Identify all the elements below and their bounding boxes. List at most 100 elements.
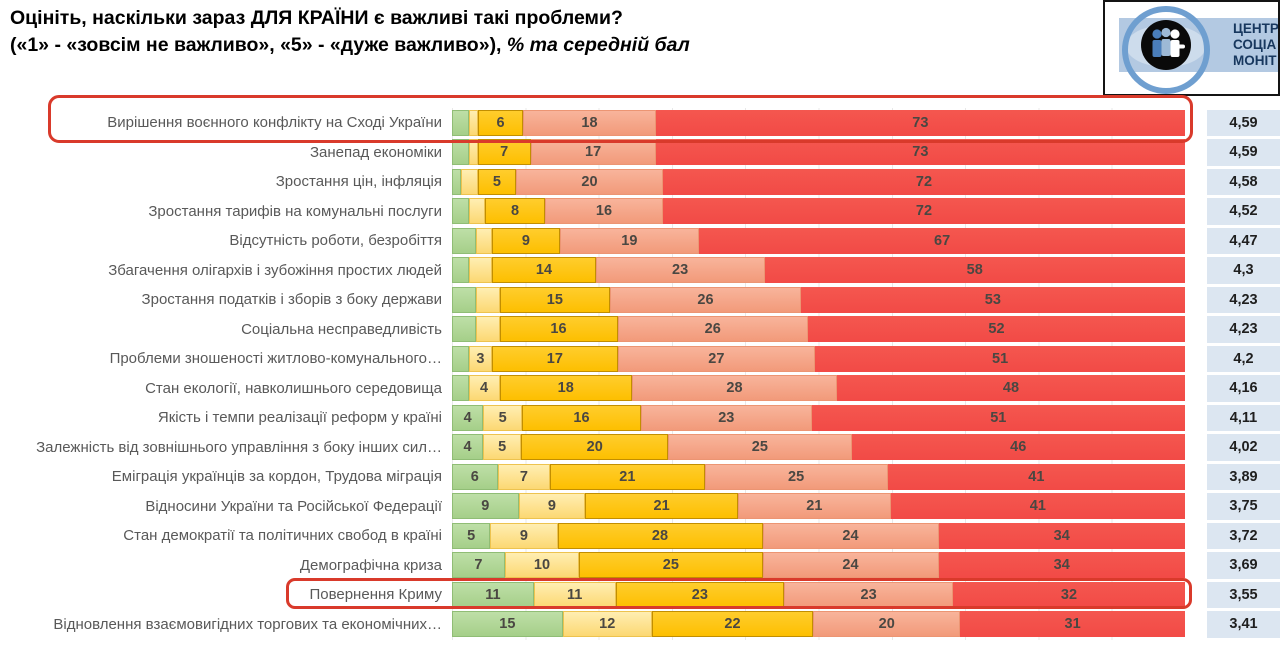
category-label: Вирішення воєнного конфлікту на Сході Ук… [107,114,442,132]
segment-rating-3: 21 [550,463,705,490]
segment-value: 4 [463,409,472,426]
segment-value: 25 [788,468,805,485]
average-score: 4,23 [1207,316,1280,343]
average-score: 4,58 [1207,168,1280,195]
segment-rating-5: 72 [663,168,1185,195]
segment-rating-1 [452,109,469,136]
stacked-bar: 9 19 67 [452,227,1185,254]
segment-value: 16 [595,203,613,220]
segment-value: 23 [691,586,708,603]
category-label: Зростання податків і зборів з боку держа… [141,291,442,309]
segment-rating-1 [452,345,469,372]
segment-value: 34 [1053,527,1070,544]
segment-value: 51 [992,350,1009,367]
segment-rating-1 [452,227,476,254]
segment-rating-2: 3 [468,345,493,372]
segment-value: 5 [467,527,476,544]
category-label: Соціальна несправедливість [241,320,442,338]
segment-rating-1: 7 [452,552,505,579]
segment-value: 73 [912,144,929,161]
segment-rating-3: 5 [477,168,516,195]
segment-rating-3: 16 [499,316,618,343]
segment-rating-3: 28 [557,522,763,549]
chart-row: Відносини України та Російської Федераці… [0,492,1280,522]
segment-rating-3: 17 [492,345,618,372]
segment-rating-1 [452,257,469,284]
segment-rating-4: 24 [762,522,939,549]
segment-rating-1: 15 [452,611,563,638]
category-label: Зростання тарифів на комунальні послуги [148,202,442,220]
segment-rating-5: 58 [764,257,1185,284]
average-score: 4,59 [1207,139,1280,166]
chart-rows: Вирішення воєнного конфлікту на Сході Ук… [0,95,1280,639]
average-score: 3,75 [1207,493,1280,520]
segment-value: 72 [915,203,933,220]
chart-row: Відсутність роботи, безробіття 9 19 67 4,47 [0,226,1280,256]
category-label: Занепад економіки [309,143,442,161]
segment-rating-5: 34 [938,552,1185,579]
segment-value: 17 [546,350,563,367]
segment-value: 9 [481,498,490,515]
segment-value: 25 [751,439,768,456]
chart-title-line2-italic: % та середній бал [506,34,690,56]
stacked-bar: 4 5 20 25 46 [452,434,1185,461]
average-score: 4,47 [1207,227,1280,254]
segment-value: 25 [662,557,679,574]
segment-value: 5 [498,439,507,456]
category-label: Стан екології, навколишнього середовища [145,379,442,397]
segment-value: 48 [1002,380,1020,397]
chart-row: Стан демократії та політичних свобод в к… [0,521,1280,551]
segment-value: 16 [550,321,567,338]
chart-title-line2-main: («1» - «зовсім не важливо», «5» - «дуже … [10,34,507,56]
average-score: 4,11 [1207,404,1280,431]
stacked-bar: 16 26 52 [452,316,1185,343]
category-label: Повернення Криму [309,586,442,604]
segment-rating-4: 23 [641,404,812,431]
segment-value: 11 [485,586,501,603]
segment-rating-1: 4 [452,404,484,431]
segment-rating-2: 7 [497,463,551,490]
segment-rating-5: 48 [837,375,1185,402]
segment-value: 23 [672,262,689,279]
category-label: Демографічна криза [299,556,442,574]
average-score: 4,23 [1207,286,1280,313]
logo-text: ЦЕНТР СОЦІА МОНІТ [1233,21,1278,69]
segment-rating-4: 27 [617,345,816,372]
segment-rating-5: 51 [815,345,1185,372]
stacked-bar: 9 9 21 21 41 [452,493,1186,520]
segment-rating-2: 11 [533,581,616,608]
segment-value: 11 [566,586,583,603]
segment-value: 3 [476,350,485,367]
segment-value: 4 [463,439,472,456]
segment-rating-4: 28 [632,375,837,402]
segment-rating-5: 46 [851,434,1185,461]
segment-value: 52 [988,321,1005,338]
chart-title-line2: («1» - «зовсім не важливо», «5» - «дуже … [10,32,690,59]
segment-value: 20 [581,173,598,190]
stacked-bar: 6 18 73 [452,109,1185,136]
segment-rating-3: 21 [585,493,738,520]
segment-value: 21 [619,468,636,485]
logo-text-line2: СОЦІА [1233,37,1277,52]
category-label: Залежність від зовнішнього управління з … [36,438,442,456]
segment-rating-2 [468,139,478,166]
segment-rating-3: 22 [651,611,814,638]
segment-rating-1: 9 [452,493,519,520]
segment-rating-2 [475,227,493,254]
segment-value: 15 [499,616,516,633]
chart-row: Збагачення олігархів і зубожіння простих… [0,256,1280,286]
segment-rating-2 [461,168,478,195]
stacked-bar: 8 16 72 [452,198,1185,225]
segment-value: 24 [842,527,859,544]
segment-rating-1 [452,375,469,402]
category-label: Відсутність роботи, безробіття [229,232,442,250]
segment-rating-4: 20 [516,168,663,195]
segment-rating-5: 72 [663,198,1185,225]
category-label: Зростання цін, інфляція [275,173,442,191]
segment-rating-1 [452,168,462,195]
average-score: 4,02 [1207,434,1280,461]
segment-value: 23 [718,409,735,426]
segment-value: 21 [653,498,670,515]
segment-rating-4: 19 [559,227,700,254]
segment-rating-1 [452,316,476,343]
